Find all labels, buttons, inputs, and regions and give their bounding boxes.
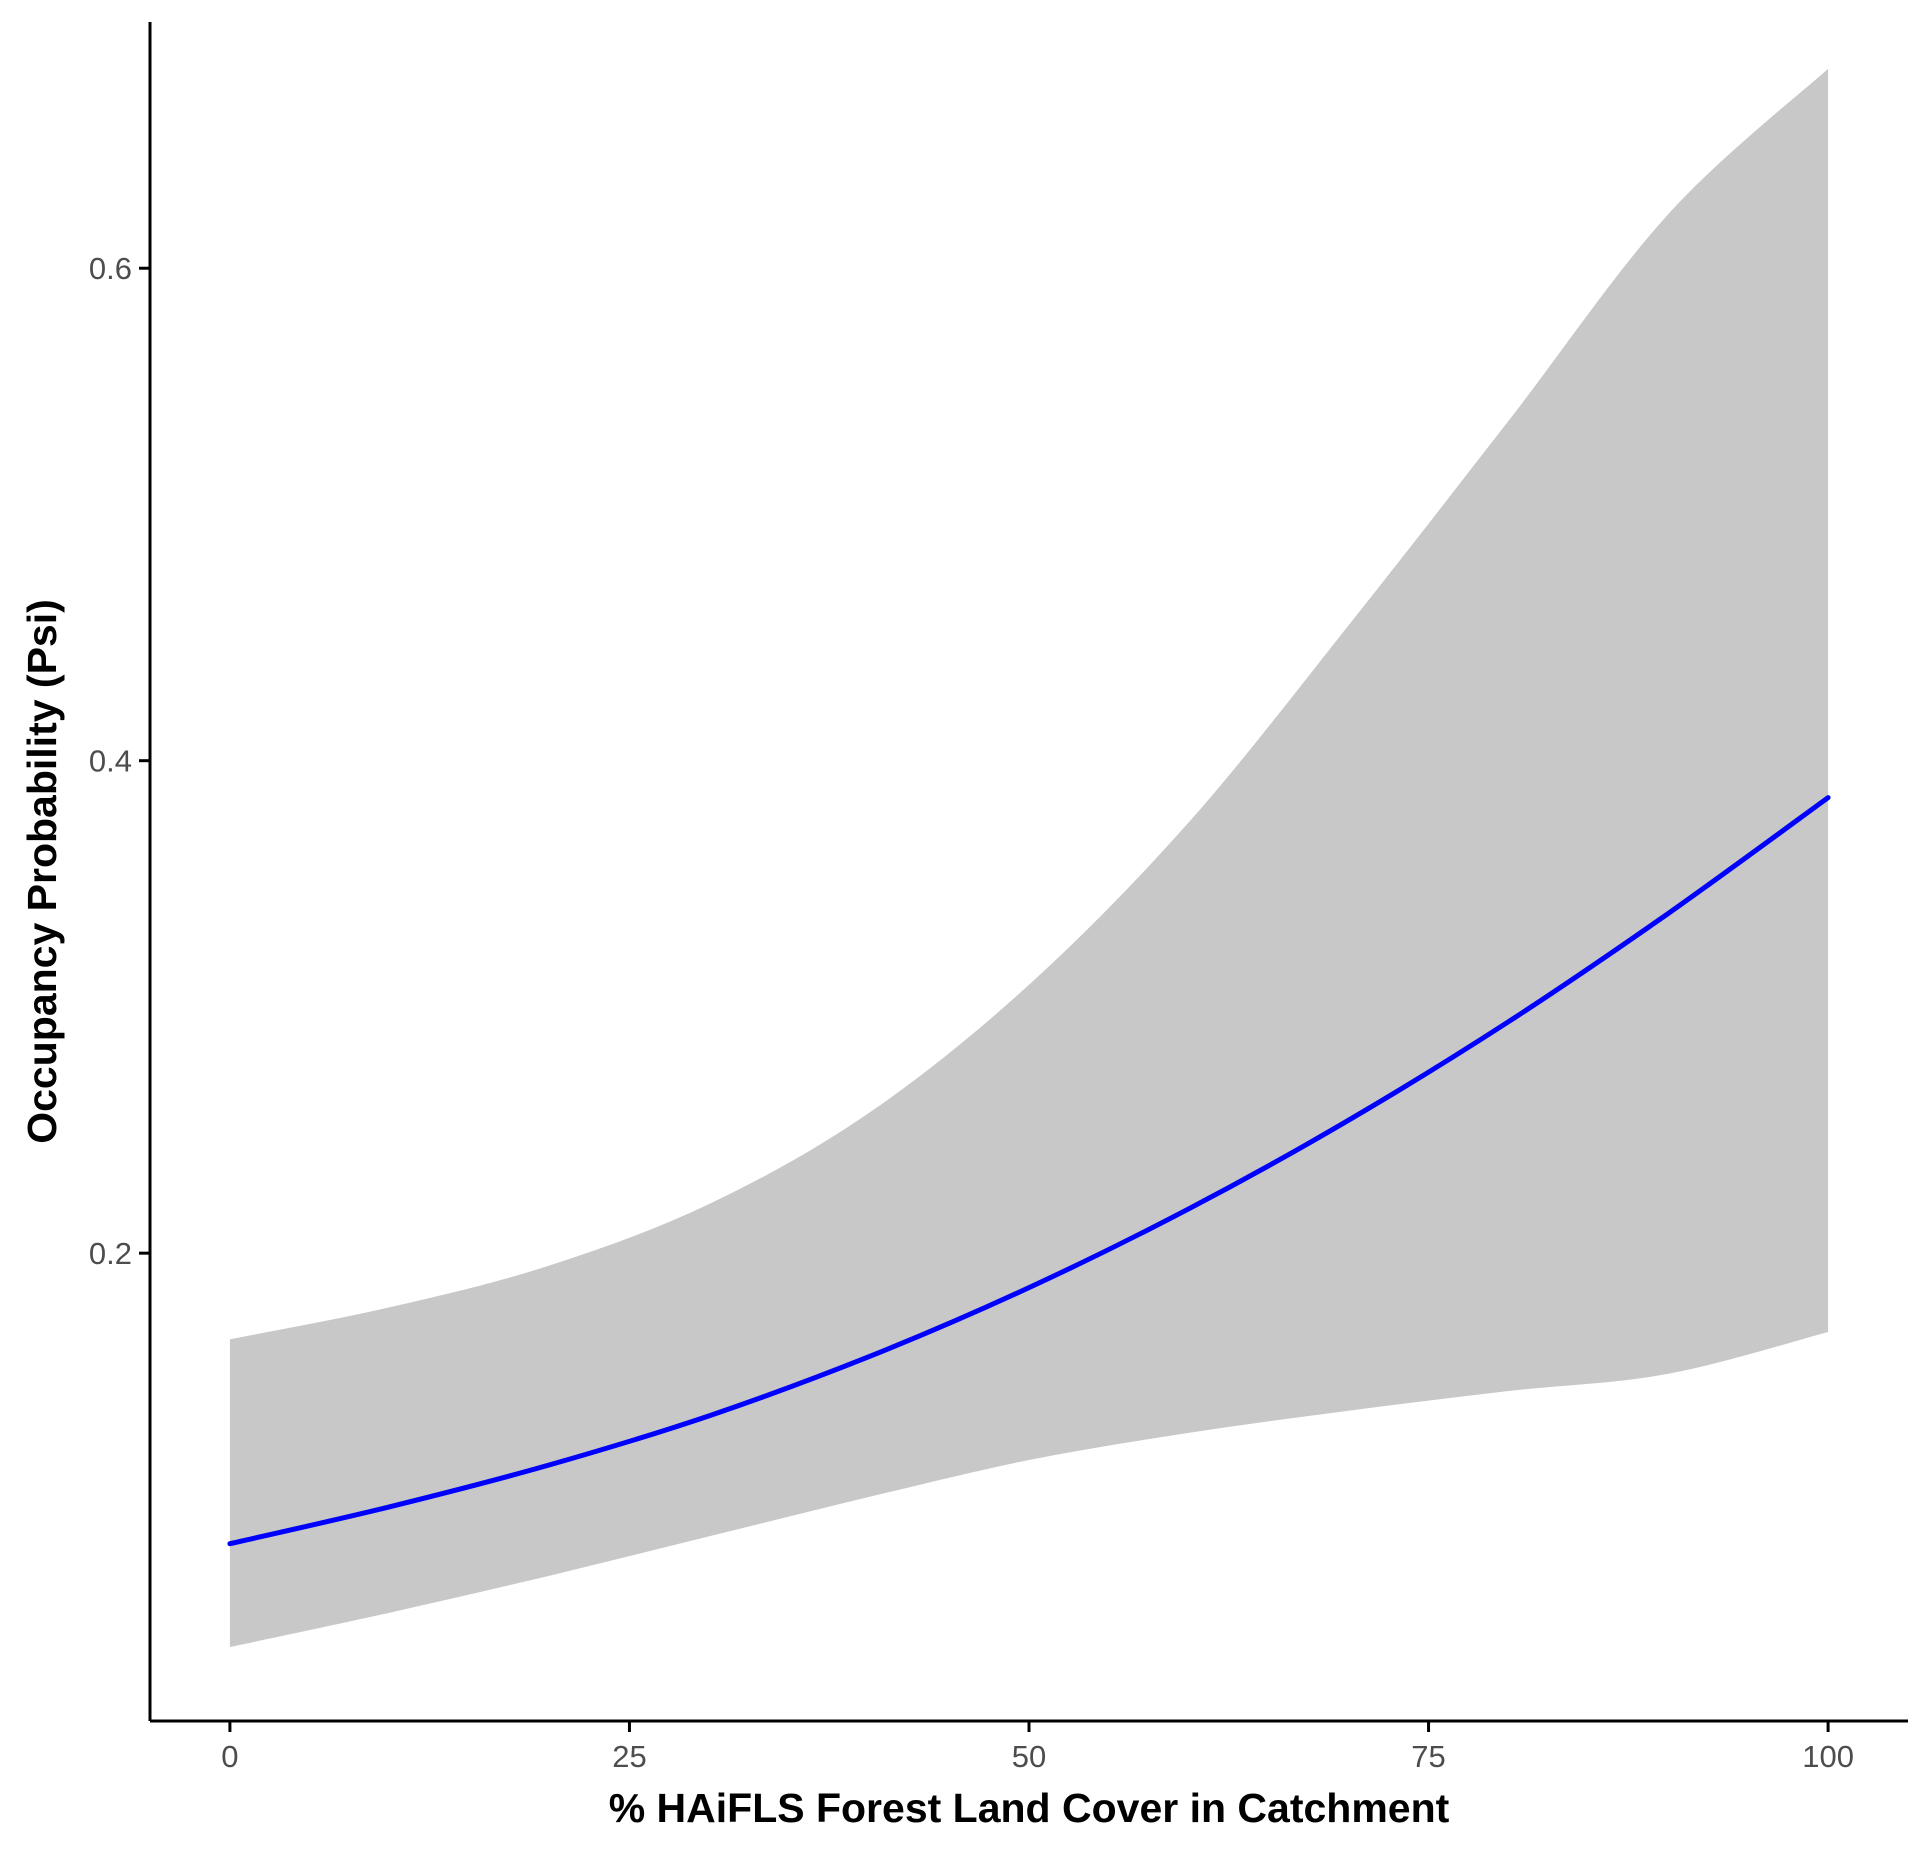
confidence-band <box>229 68 1829 1648</box>
x-tick-label: 50 <box>1012 1739 1046 1774</box>
y-tick-label: 0.2 <box>89 1236 132 1271</box>
fitted-line <box>227 795 1831 1547</box>
y-tick-label: 0.6 <box>89 251 132 286</box>
y-axis-ticks: 0.2 0.4 0.6 <box>89 251 150 1271</box>
x-axis-ticks: 0 25 50 75 100 <box>221 1721 1854 1774</box>
x-tick-label: 0 <box>221 1739 238 1774</box>
y-axis-title: Occupancy Probability (Psi) <box>19 599 65 1144</box>
x-tick-label: 25 <box>612 1739 646 1774</box>
x-tick-label: 75 <box>1411 1739 1445 1774</box>
x-tick-label: 100 <box>1802 1739 1854 1774</box>
x-axis-title: % HAiFLS Forest Land Cover in Catchment <box>609 1785 1450 1831</box>
y-tick-label: 0.4 <box>89 744 132 779</box>
